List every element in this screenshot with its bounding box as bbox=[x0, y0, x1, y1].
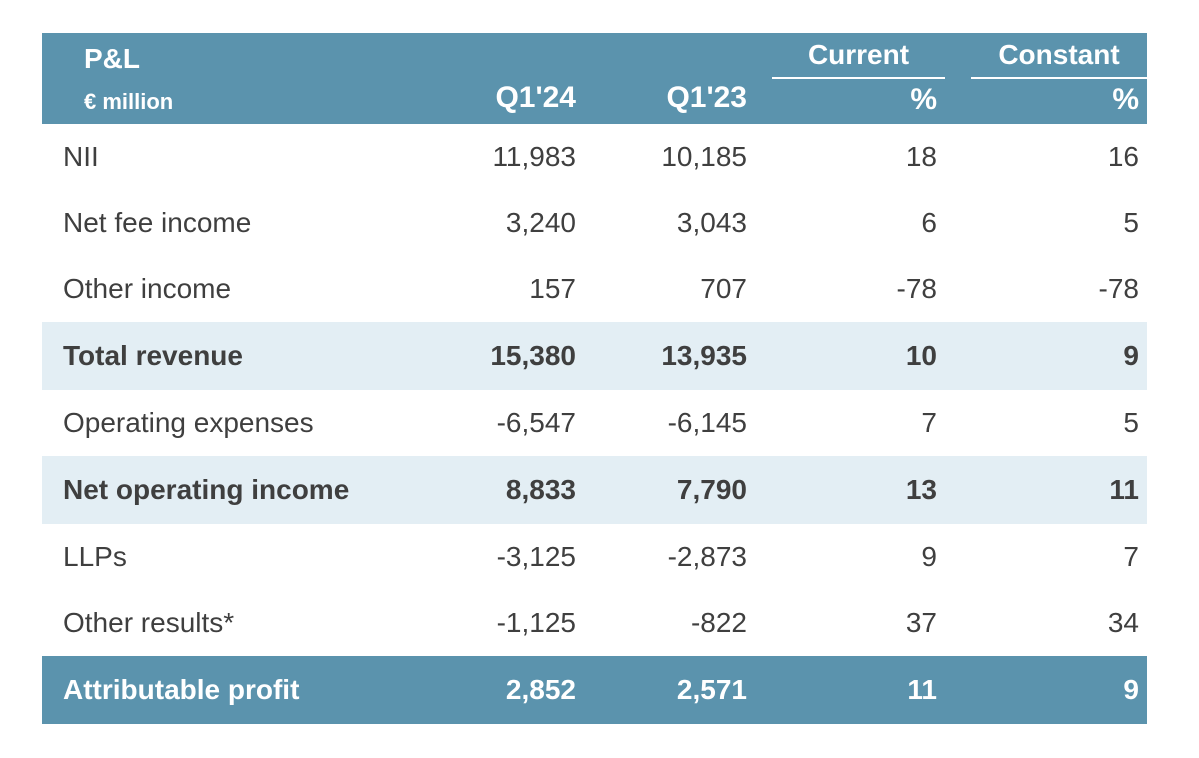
cell-q1-23: 13,935 bbox=[661, 340, 747, 371]
cell-q1-24: 2,852 bbox=[505, 674, 576, 705]
cell-q1-23: -6,145 bbox=[667, 407, 747, 438]
table-header: P&L € million Q1'24 Q1'23 Current Consta… bbox=[42, 33, 1147, 124]
cell-constant-pct: 5 bbox=[1123, 207, 1139, 238]
table-row: LLPs -3,125 -2,873 9 7 bbox=[42, 524, 1147, 590]
row-label: Operating expenses bbox=[63, 407, 314, 438]
table-row: NII 11,983 10,185 18 16 bbox=[42, 124, 1147, 190]
cell-current-pct: 11 bbox=[907, 674, 937, 705]
cell-current-pct: 7 bbox=[921, 407, 937, 438]
table-unit: € million bbox=[84, 89, 174, 114]
cell-q1-24: 11,983 bbox=[492, 141, 576, 172]
column-group-current: Current bbox=[772, 39, 945, 79]
cell-constant-pct: 16 bbox=[1107, 141, 1139, 172]
table-row: Other results* -1,125 -822 37 34 bbox=[42, 590, 1147, 656]
cell-q1-24: 8,833 bbox=[505, 474, 576, 505]
column-header-q1-24: Q1'24 bbox=[495, 81, 576, 114]
cell-q1-24: -6,547 bbox=[496, 407, 576, 438]
cell-current-pct: 6 bbox=[921, 207, 937, 238]
row-label: Net operating income bbox=[63, 474, 350, 505]
cell-constant-pct: 9 bbox=[1123, 340, 1139, 371]
cell-current-pct: 37 bbox=[905, 607, 937, 638]
cell-q1-23: 10,185 bbox=[661, 141, 747, 172]
cell-q1-24: 157 bbox=[529, 273, 576, 304]
cell-q1-24: -1,125 bbox=[496, 607, 576, 638]
table-row: Attributable profit 2,852 2,571 11 9 bbox=[42, 656, 1147, 724]
table-row: Net operating income 8,833 7,790 13 11 bbox=[42, 456, 1147, 524]
cell-constant-pct: 7 bbox=[1123, 541, 1139, 572]
cell-constant-pct: 11 bbox=[1109, 474, 1139, 505]
cell-current-pct: -78 bbox=[896, 273, 937, 304]
cell-current-pct: 9 bbox=[921, 541, 937, 572]
cell-q1-23: -2,873 bbox=[667, 541, 747, 572]
cell-q1-23: -822 bbox=[690, 607, 747, 638]
table-row: Other income 157 707 -78 -78 bbox=[42, 256, 1147, 322]
row-label: Other income bbox=[63, 273, 232, 304]
cell-constant-pct: 34 bbox=[1107, 607, 1139, 638]
cell-current-pct: 10 bbox=[905, 340, 937, 371]
table-body: NII 11,983 10,185 18 16 Net fee income 3,240 3,… bbox=[42, 124, 1147, 724]
cell-current-pct: 13 bbox=[905, 474, 937, 505]
cell-q1-24: 3,240 bbox=[505, 207, 576, 238]
row-label: Other results* bbox=[63, 607, 235, 638]
cell-q1-23: 707 bbox=[700, 273, 747, 304]
column-header-current-pct: % bbox=[910, 83, 937, 116]
column-header-q1-23: Q1'23 bbox=[666, 81, 747, 114]
row-label: Total revenue bbox=[63, 340, 243, 371]
cell-constant-pct: 9 bbox=[1123, 674, 1139, 705]
cell-constant-pct: 5 bbox=[1123, 407, 1139, 438]
table-row: Net fee income 3,240 3,043 6 5 bbox=[42, 190, 1147, 256]
column-header-constant-pct: % bbox=[1112, 83, 1139, 116]
cell-q1-23: 3,043 bbox=[676, 207, 747, 238]
row-label: LLPs bbox=[63, 541, 127, 572]
cell-q1-23: 2,571 bbox=[676, 674, 747, 705]
cell-q1-24: 15,380 bbox=[490, 340, 576, 371]
row-label: NII bbox=[63, 141, 99, 172]
table-row: Operating expenses -6,547 -6,145 7 5 bbox=[42, 390, 1147, 456]
table-title: P&L bbox=[84, 43, 140, 74]
row-label: Attributable profit bbox=[63, 674, 300, 705]
pl-table: P&L € million Q1'24 Q1'23 Current Consta… bbox=[42, 33, 1147, 724]
cell-q1-24: -3,125 bbox=[496, 541, 576, 572]
cell-q1-23: 7,790 bbox=[676, 474, 747, 505]
cell-constant-pct: -78 bbox=[1098, 273, 1139, 304]
row-label: Net fee income bbox=[63, 207, 252, 238]
table-row: Total revenue 15,380 13,935 10 9 bbox=[42, 322, 1147, 390]
cell-current-pct: 18 bbox=[905, 141, 937, 172]
column-group-constant: Constant bbox=[971, 39, 1147, 79]
